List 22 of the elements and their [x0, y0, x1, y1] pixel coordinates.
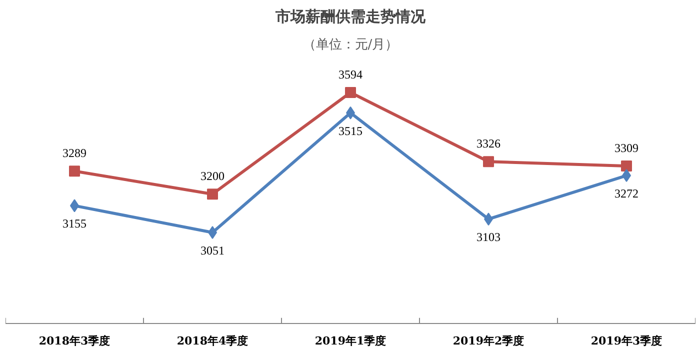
x-tick-label: 2018年4季度	[176, 334, 248, 348]
data-label: 3103	[476, 230, 500, 244]
data-label: 3594	[338, 68, 362, 82]
point	[69, 166, 80, 177]
data-label: 3515	[338, 124, 362, 138]
data-label: 3051	[200, 244, 224, 258]
point	[483, 156, 494, 168]
point	[345, 87, 356, 98]
x-tick-label: 2018年3季度	[38, 334, 110, 348]
data-label: 3155	[62, 216, 86, 231]
point	[207, 188, 218, 200]
data-label: 3289	[62, 146, 86, 160]
chart-subtitle: （单位：元/月）	[302, 38, 398, 52]
x-tick-label: 2019年1季度	[314, 334, 386, 348]
data-label: 3326	[476, 136, 500, 151]
x-tick-label: 2019年2季度	[452, 334, 524, 348]
data-label: 3309	[614, 140, 638, 155]
point	[621, 160, 632, 172]
chart-title: 市场薪酬供需走势情况	[274, 8, 426, 26]
data-label: 3200	[200, 169, 224, 184]
x-tick-label: 2019年3季度	[590, 334, 662, 348]
data-label: 3272	[614, 186, 638, 201]
